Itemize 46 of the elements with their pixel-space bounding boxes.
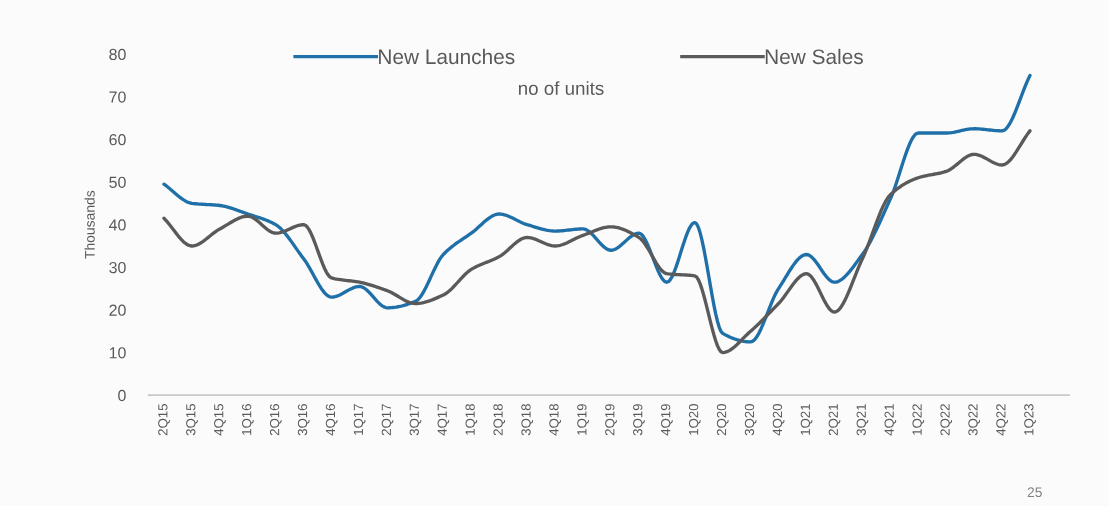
x-tick-label: 3Q22 — [968, 404, 980, 436]
y-tick-label: 60 — [109, 134, 126, 146]
y-tick-label: 10 — [109, 347, 126, 359]
x-tick-label: 1Q23 — [1024, 404, 1036, 435]
x-tick-label: 3Q16 — [297, 404, 310, 436]
text: 25 — [1027, 487, 1042, 498]
x-tick-label: 4Q18 — [549, 404, 561, 436]
legend-label: New Launches — [379, 48, 515, 65]
y-tick-label: 0 — [118, 389, 126, 402]
x-tick-label: 2Q21 — [828, 404, 841, 436]
y-tick-label: 40 — [108, 219, 126, 231]
y-axis-title: Thousands — [84, 190, 95, 259]
x-tick-label: 2Q20 — [716, 404, 729, 436]
x-tick-label: 1Q18 — [465, 404, 478, 435]
x-tick-label: 4Q19 — [661, 404, 673, 436]
x-tick-label: 1Q21 — [800, 404, 813, 435]
x-tick-label: 3Q20 — [744, 404, 757, 436]
x-tick-label: 3Q15 — [186, 404, 198, 436]
x-tick-label: 1Q19 — [577, 404, 589, 435]
x-tick-label: 2Q18 — [493, 404, 506, 436]
x-tick-label: 2Q15 — [158, 404, 170, 436]
x-tick-label: 2Q19 — [605, 404, 617, 436]
x-tick-label: 1Q17 — [353, 404, 366, 435]
x-tick-label: 1Q22 — [912, 404, 925, 435]
x-tick-label: 4Q21 — [884, 404, 897, 436]
x-tick-label: 4Q15 — [214, 404, 226, 436]
annotation: no of units — [518, 81, 604, 95]
x-tick-label: 4Q20 — [772, 404, 785, 436]
y-tick-label: 50 — [109, 176, 126, 188]
x-tick-label: 4Q22 — [996, 404, 1008, 436]
x-tick-label: 3Q19 — [633, 404, 645, 436]
y-tick-label: 70 — [109, 91, 126, 103]
x-tick-label: 3Q18 — [521, 404, 534, 436]
x-tick-label: 3Q17 — [409, 404, 422, 436]
y-tick-label: 20 — [109, 304, 126, 316]
y-tick-label: 80 — [109, 48, 126, 61]
x-tick-label: 4Q16 — [325, 404, 338, 436]
legend-label: New Sales — [765, 48, 863, 65]
y-tick-label: 30 — [109, 261, 126, 274]
x-tick-label: 1Q16 — [241, 404, 254, 435]
x-tick-label: 2Q16 — [269, 404, 282, 436]
x-tick-label: 4Q17 — [437, 404, 450, 436]
x-tick-label: 2Q17 — [381, 404, 394, 436]
x-tick-label: 3Q21 — [856, 404, 869, 436]
x-tick-label: 2Q22 — [940, 404, 953, 436]
x-tick-label: 1Q20 — [688, 404, 701, 435]
